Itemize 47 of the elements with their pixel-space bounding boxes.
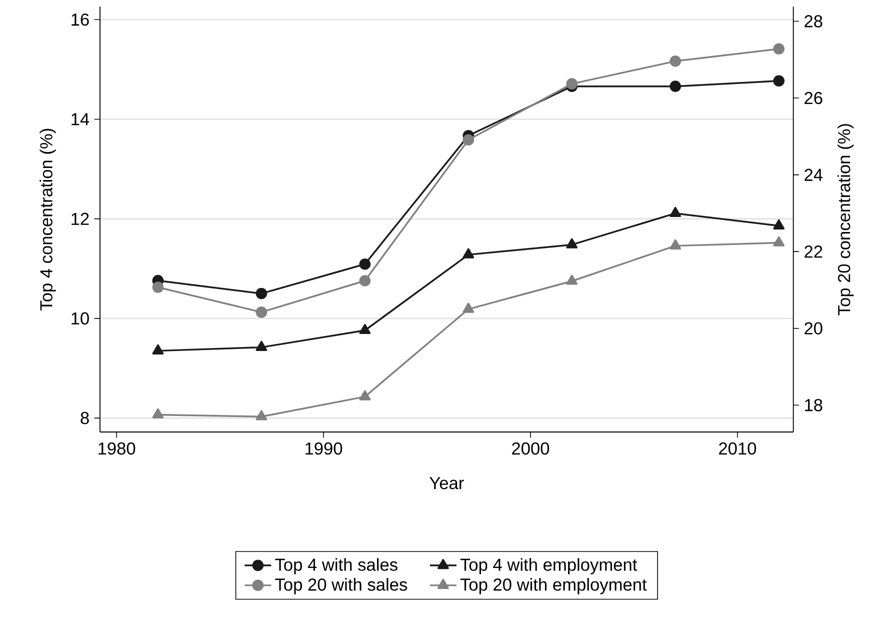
y2-tick-label: 18 — [805, 398, 822, 412]
point — [566, 274, 578, 285]
y-axis-title: Top 4 concentration (%) — [40, 128, 56, 310]
point — [152, 408, 164, 418]
point — [462, 134, 474, 146]
y-tick-label: 16 — [72, 13, 89, 26]
point — [152, 344, 164, 354]
point — [359, 390, 371, 400]
y2-axis-title: Top 20 concentration (%) — [837, 124, 854, 316]
point — [670, 80, 682, 92]
point — [256, 306, 268, 318]
point — [566, 238, 578, 248]
legend-label: Top 20 with employment — [460, 578, 647, 594]
x-tick-label: 1980 — [98, 442, 136, 455]
point — [152, 282, 164, 293]
point — [773, 219, 785, 230]
x-axis-title: Year — [430, 477, 464, 490]
point — [566, 78, 578, 90]
x-tick-label: 2010 — [719, 442, 756, 455]
point — [256, 340, 268, 351]
legend-label: Top 4 with employment — [460, 558, 638, 574]
point — [462, 302, 474, 313]
x-tick-label: 2000 — [512, 442, 550, 455]
point — [359, 324, 371, 334]
y2-tick-label: 26 — [804, 92, 822, 104]
y2-tick-label: 28 — [804, 15, 822, 28]
point — [773, 75, 785, 87]
legend-label: Top 4 with sales — [275, 558, 398, 574]
point — [359, 275, 371, 286]
point — [670, 239, 682, 250]
y2-tick-label: 24 — [804, 168, 823, 181]
y2-tick-label: 22 — [804, 246, 822, 258]
point — [670, 206, 682, 218]
y-tick-label: 8 — [80, 412, 89, 424]
point — [773, 236, 785, 246]
legend-label: Top 20 with sales — [275, 578, 408, 594]
point — [256, 288, 268, 300]
y-tick-label: 10 — [72, 312, 89, 325]
point — [256, 410, 268, 420]
x-tick-label: 1990 — [306, 442, 342, 455]
y-tick-label: 12 — [72, 212, 89, 225]
point — [462, 248, 474, 258]
y2-tick-label: 20 — [804, 322, 822, 334]
point — [359, 258, 371, 270]
point — [773, 43, 785, 55]
y-tick-label: 14 — [72, 113, 90, 126]
point — [670, 55, 682, 67]
